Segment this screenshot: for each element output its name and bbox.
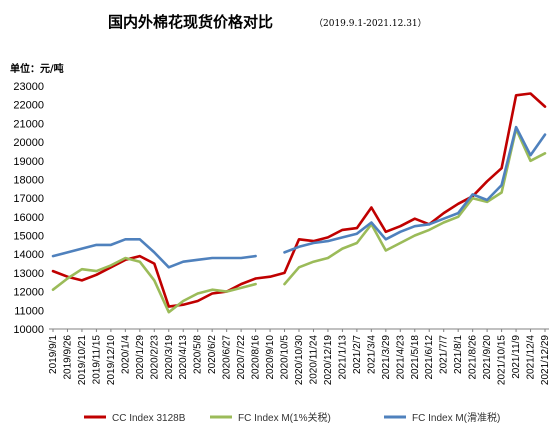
x-tick-label: 2021/7/7 — [439, 335, 450, 374]
chart-title: 国内外棉花现货价格对比 — [108, 13, 273, 31]
series-line-2 — [51, 127, 547, 314]
x-tick-label: 2021/12/4 — [526, 335, 537, 380]
y-tick-label: 23000 — [13, 81, 44, 93]
x-tick-label: 2020/11/24 — [308, 335, 319, 385]
x-tick-label: 2020/3/19 — [164, 335, 175, 380]
y-tick-label: 10000 — [13, 324, 44, 336]
x-tick-label: 2020/5/8 — [193, 335, 204, 374]
x-tick-label: 2019/10/21 — [77, 335, 88, 385]
x-tick-label: 2020/10/30 — [294, 335, 305, 385]
x-tick-label: 2020/6/2 — [207, 335, 218, 374]
x-tick-label: 2020/1/29 — [135, 335, 146, 380]
x-tick-label: 2021/12/29 — [540, 335, 551, 385]
x-tick-label: 2021/2/7 — [352, 335, 363, 374]
x-tick-label: 2019/11/15 — [91, 335, 102, 385]
x-tick-label: 2020/6/27 — [222, 335, 233, 380]
x-tick-label: 2021/5/18 — [410, 335, 421, 380]
x-tick-label: 2019/12/10 — [106, 335, 117, 385]
y-axis-label: 单位：元/吨 — [10, 62, 64, 75]
legend-label-2: FC Index M(1%关税) — [238, 411, 331, 424]
x-tick-label: 2021/4/23 — [395, 335, 406, 380]
y-tick-label: 16000 — [13, 212, 44, 224]
x-tick-label: 2021/11/9 — [511, 335, 522, 379]
x-tick-label: 2020/12/19 — [323, 335, 334, 385]
y-tick-label: 14000 — [13, 249, 44, 261]
x-tick-label: 2020/2/23 — [149, 335, 160, 380]
x-tick-label: 2021/9/20 — [482, 335, 493, 380]
legend: CC Index 3128B FC Index M(1%关税) FC Index M… — [84, 411, 500, 424]
x-tick-label: 2020/8/16 — [251, 335, 262, 380]
series-line-3 — [51, 125, 547, 269]
series-line-1 — [51, 92, 547, 308]
y-tick-label: 18000 — [13, 174, 44, 186]
y-axis-ticks: 10000 11000 12000 13000 14000 15000 16000 17000… — [13, 81, 44, 336]
series-lines — [51, 92, 547, 314]
x-axis-ticks: 2019/9/1 2019/9/26 2019/10/21 2019/11/15 201… — [48, 329, 551, 385]
legend-label-3: FC Index M(滑准税) — [412, 411, 500, 424]
x-tick-label: 2020/4/13 — [178, 335, 189, 380]
legend-label-1: CC Index 3128B — [112, 413, 186, 424]
y-tick-label: 19000 — [13, 156, 44, 168]
x-tick-label: 2021/3/29 — [381, 335, 392, 380]
y-tick-label: 15000 — [13, 231, 44, 243]
x-tick-label: 2020/1/4 — [120, 335, 131, 374]
y-tick-label: 20000 — [13, 137, 44, 149]
y-tick-label: 13000 — [13, 268, 44, 280]
x-tick-label: 2021/1/13 — [337, 335, 348, 380]
x-tick-label: 2021/3/4 — [366, 335, 377, 374]
y-tick-label: 22000 — [13, 100, 44, 112]
chart-subtitle: （2019.9.1-2021.12.31） — [314, 18, 427, 29]
x-tick-label: 2021/8/26 — [468, 335, 479, 380]
y-tick-label: 21000 — [13, 118, 44, 130]
x-tick-label: 2020/10/5 — [280, 335, 291, 380]
x-tick-label: 2021/6/12 — [424, 335, 435, 380]
x-tick-label: 2019/9/1 — [48, 335, 59, 374]
y-tick-label: 12000 — [13, 287, 44, 299]
x-tick-label: 2020/9/10 — [265, 335, 276, 380]
y-tick-label: 17000 — [13, 193, 44, 205]
x-tick-label: 2021/10/15 — [497, 335, 508, 385]
y-tick-label: 11000 — [14, 305, 44, 317]
x-tick-label: 2020/7/22 — [236, 335, 247, 380]
x-tick-label: 2019/9/26 — [62, 335, 73, 380]
x-tick-label: 2021/8/1 — [453, 335, 464, 374]
